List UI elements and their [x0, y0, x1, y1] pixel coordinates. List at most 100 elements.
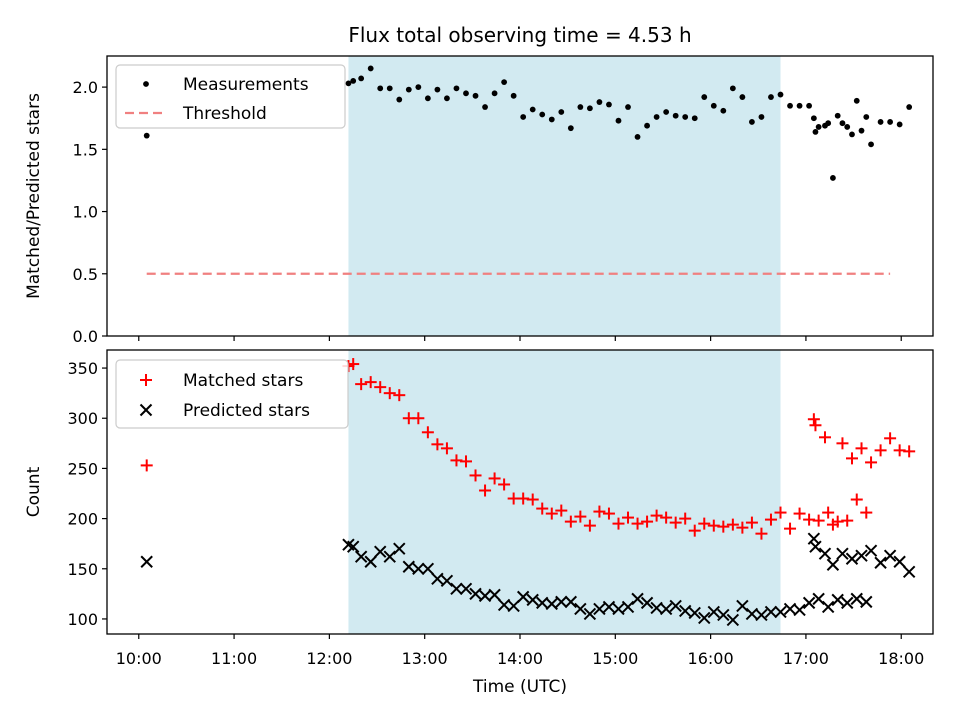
measurement-point [682, 114, 689, 120]
predicted-star-point [860, 595, 873, 609]
legend-matched-marker [140, 374, 152, 386]
measurement-point [729, 85, 736, 92]
measurement-point [453, 85, 460, 92]
measurement-point [720, 107, 727, 114]
ratio-panel: 0.00.51.01.52.0 Matched/Predicted stars … [24, 55, 934, 346]
predicted-star-point [526, 593, 539, 607]
matched-star-point [479, 484, 492, 497]
measurement-point [586, 105, 593, 112]
measurement-point [806, 102, 812, 109]
predicted-star-point [841, 596, 854, 610]
measurement-point [510, 92, 517, 99]
count-x-ticks: 10:00 11:00 12:00 13:00 14:00 15:00 16:00 17:00… [116, 634, 924, 668]
matched-star-point [440, 442, 453, 455]
legend-box [115, 64, 346, 129]
legend-label-matched: Matched stars [183, 371, 303, 391]
measurement-point [539, 111, 546, 118]
measurement-point [634, 133, 641, 140]
predicted-star-point [374, 545, 387, 558]
ratio-y-axis-label: Matched/Predicted stars [24, 93, 44, 299]
matched-star-point [903, 445, 916, 458]
predicted-star-point [826, 558, 840, 571]
predicted-star-point [402, 560, 416, 573]
matched-star-point [650, 509, 663, 522]
y-tick-label: 100 [67, 610, 98, 629]
predicted-star-point [459, 582, 473, 596]
matched-star-point [809, 419, 822, 432]
matched-star-point [822, 506, 835, 519]
predicted-star-point [621, 600, 635, 614]
measurement-point [548, 116, 555, 123]
y-tick-label: 1.5 [73, 140, 98, 159]
predicted-star-point [612, 602, 625, 616]
predicted-star-point [507, 599, 520, 613]
matched-star-point [679, 512, 692, 525]
predicted-star-point [450, 582, 463, 596]
ratio-legend: Measurements Threshold [115, 64, 346, 129]
y-tick-label: 0.0 [73, 327, 98, 346]
measurement-point [558, 109, 565, 115]
predicted-star-point [659, 602, 673, 616]
matched-star-point [459, 455, 472, 468]
predicted-star-point [902, 565, 916, 578]
matched-star-point [860, 506, 873, 519]
measurement-point [444, 95, 450, 102]
measurement-point [596, 99, 603, 105]
measurement-point [367, 65, 374, 72]
matched-star-point [764, 513, 777, 526]
predicted-star-point [793, 603, 806, 617]
predicted-star-point [488, 588, 501, 602]
matched-star-point [450, 454, 463, 467]
predicted-star-point [831, 593, 844, 607]
matched-star-point [698, 517, 711, 530]
predicted-star-point [855, 549, 868, 562]
predicted-star-point [698, 611, 711, 625]
matched-star-point [855, 442, 868, 455]
matched-star-point [583, 519, 596, 532]
measurement-point [849, 131, 855, 138]
measurement-point [350, 77, 357, 84]
count-y-ticks: 100 150 200 250 300 350 [67, 359, 107, 629]
measurement-point [396, 96, 403, 103]
predicted-star-point [726, 613, 740, 627]
measurement-point [906, 104, 913, 110]
matched-star-point [602, 507, 615, 520]
matched-star-point [545, 507, 558, 520]
measurement-point [672, 112, 679, 119]
measurement-point [834, 112, 841, 119]
measurement-point [768, 94, 774, 100]
matched-star-point [850, 493, 863, 506]
y-tick-label: 250 [67, 459, 98, 478]
measurement-point [491, 90, 498, 97]
measurement-point [424, 95, 431, 102]
measurement-point [810, 115, 817, 122]
matched-star-point [488, 472, 501, 485]
measurement-point [345, 80, 352, 87]
matched-star-point [631, 517, 644, 530]
matched-star-point [736, 521, 749, 534]
measurement-point [844, 124, 851, 130]
matched-star-point [517, 492, 530, 505]
predicted-star-point [383, 550, 396, 563]
matched-star-point [498, 478, 511, 491]
measurement-point [577, 104, 584, 110]
matched-star-point [383, 387, 396, 400]
predicted-star-point [412, 562, 425, 575]
measurement-point [663, 109, 670, 115]
measurement-point [520, 114, 527, 120]
measurement-point [887, 119, 894, 125]
measurement-point [787, 102, 793, 109]
measurement-point [839, 120, 846, 127]
measurement-point [472, 92, 479, 99]
measurement-point [691, 115, 698, 122]
matched-star-point [874, 444, 887, 457]
predicted-star-point [821, 600, 835, 614]
measurement-point [415, 84, 422, 91]
matched-star-point [412, 412, 425, 425]
measurement-point [358, 75, 365, 82]
predicted-star-point [850, 592, 863, 606]
measurement-point [701, 94, 708, 100]
measurement-point [758, 114, 765, 120]
matched-star-point [669, 516, 682, 529]
